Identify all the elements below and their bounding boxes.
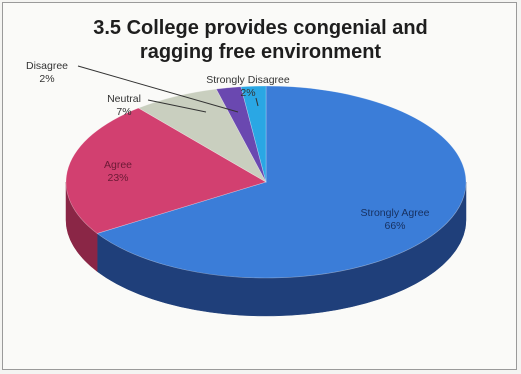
pie-slice-strongly-agree xyxy=(96,85,467,279)
pie-slice-disagree xyxy=(215,86,267,183)
pie-slice-agree xyxy=(65,107,267,234)
data-value-agree: 23% xyxy=(107,172,128,184)
data-label-disagree: Disagree xyxy=(26,60,68,72)
chart-title: 3.5 College provides congenial and raggi… xyxy=(0,16,521,64)
data-value-disagree: 2% xyxy=(39,73,54,85)
chart-title-line-1: 3.5 College provides congenial and xyxy=(93,17,428,39)
data-label-neutral: Neutral xyxy=(107,93,141,105)
data-label-strongly-disagree: Strongly Disagree xyxy=(206,74,290,86)
data-value-strongly-disagree: 2% xyxy=(240,87,255,99)
data-value-neutral: 7% xyxy=(116,106,131,118)
pie-slice-neutral xyxy=(137,88,267,183)
chart-title-line-2: ragging free environment xyxy=(139,41,382,63)
leader-line-neutral xyxy=(147,99,207,113)
leader-line-disagree xyxy=(77,65,239,113)
data-label-agree: Agree xyxy=(104,159,132,171)
leader-line-strongly-disagree xyxy=(255,97,259,107)
data-label-strongly-agree: Strongly Agree xyxy=(361,207,430,219)
data-value-strongly-agree: 66% xyxy=(384,220,405,232)
pie-slice-strongly-disagree xyxy=(240,85,267,183)
